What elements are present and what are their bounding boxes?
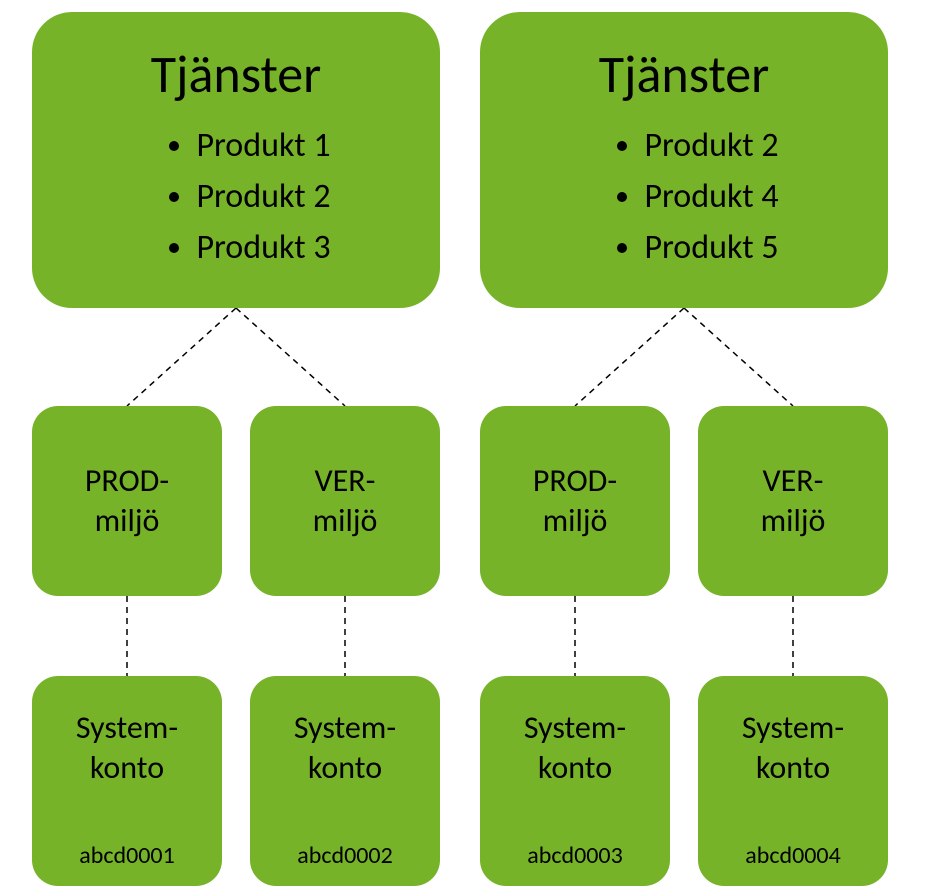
mid-node: PROD-miljö [32, 406, 222, 596]
edge [684, 308, 793, 406]
system-account-label: System-konto [76, 708, 178, 788]
product-list: Produkt 1Produkt 2Produkt 3 [141, 120, 330, 273]
system-account-id: abcd0003 [527, 841, 623, 870]
diagram-canvas: TjänsterProdukt 1Produkt 2Produkt 3Tjäns… [0, 0, 925, 896]
mid-node: VER-miljö [250, 406, 440, 596]
product-item: Produkt 4 [644, 171, 778, 222]
edge [575, 308, 684, 406]
leaf-node: System-konto abcd0004 [698, 676, 888, 886]
product-item: Produkt 2 [644, 120, 778, 171]
mid-node: VER-miljö [698, 406, 888, 596]
environment-label: PROD-miljö [533, 461, 617, 541]
leaf-node: System-konto abcd0001 [32, 676, 222, 886]
product-list: Produkt 2Produkt 4Produkt 5 [589, 120, 778, 273]
top-node: Tjänster Produkt 2Produkt 4Produkt 5 [480, 12, 888, 308]
top-node: Tjänster Produkt 1Produkt 2Produkt 3 [32, 12, 440, 308]
system-account-label: System-konto [742, 708, 844, 788]
system-account-label: System-konto [294, 708, 396, 788]
environment-label: PROD-miljö [85, 461, 169, 541]
environment-label: VER-miljö [761, 461, 826, 541]
product-item: Produkt 5 [644, 222, 778, 273]
product-item: Produkt 1 [196, 120, 330, 171]
environment-label: VER-miljö [313, 461, 378, 541]
edge [127, 308, 236, 406]
system-account-label: System-konto [524, 708, 626, 788]
system-account-id: abcd0002 [297, 841, 393, 870]
service-title: Tjänster [151, 42, 322, 106]
service-title: Tjänster [599, 42, 770, 106]
system-account-id: abcd0001 [79, 841, 175, 870]
product-item: Produkt 2 [196, 171, 330, 222]
leaf-node: System-konto abcd0002 [250, 676, 440, 886]
edge [236, 308, 345, 406]
leaf-node: System-konto abcd0003 [480, 676, 670, 886]
system-account-id: abcd0004 [745, 841, 841, 870]
mid-node: PROD-miljö [480, 406, 670, 596]
product-item: Produkt 3 [196, 222, 330, 273]
